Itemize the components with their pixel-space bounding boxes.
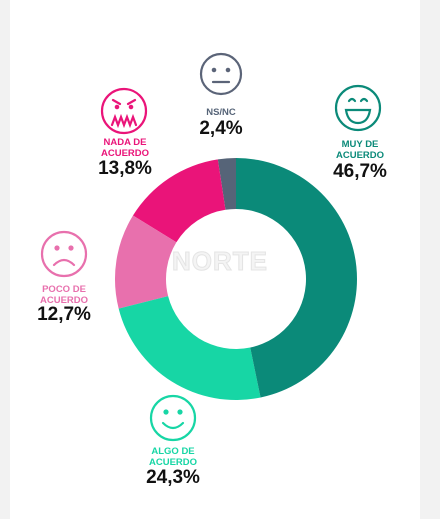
category-label: ALGO DE ACUERDO [148, 446, 198, 468]
donut-slice [115, 215, 177, 309]
value-label: 2,4% [199, 118, 243, 139]
face-angry [100, 87, 148, 135]
face-very-happy [334, 84, 382, 132]
donut-slice [132, 159, 226, 243]
face-happy [149, 394, 197, 442]
value-label: 46,7% [333, 161, 387, 182]
category-label: MUY DE ACUERDO [335, 139, 385, 161]
category-label: NS/NC [206, 107, 236, 118]
donut-slice [118, 296, 261, 401]
category-label: POCO DE ACUERDO [39, 284, 89, 306]
face-neutral [199, 52, 243, 96]
value-label: 12,7% [37, 304, 91, 325]
value-label: 13,8% [98, 158, 152, 179]
category-label: NADA DE ACUERDO [100, 137, 150, 159]
donut-slice [236, 158, 358, 398]
watermark: NORTE [172, 246, 268, 276]
face-sad [40, 230, 88, 278]
donut-slice [217, 158, 236, 210]
value-label: 24,3% [146, 467, 200, 488]
